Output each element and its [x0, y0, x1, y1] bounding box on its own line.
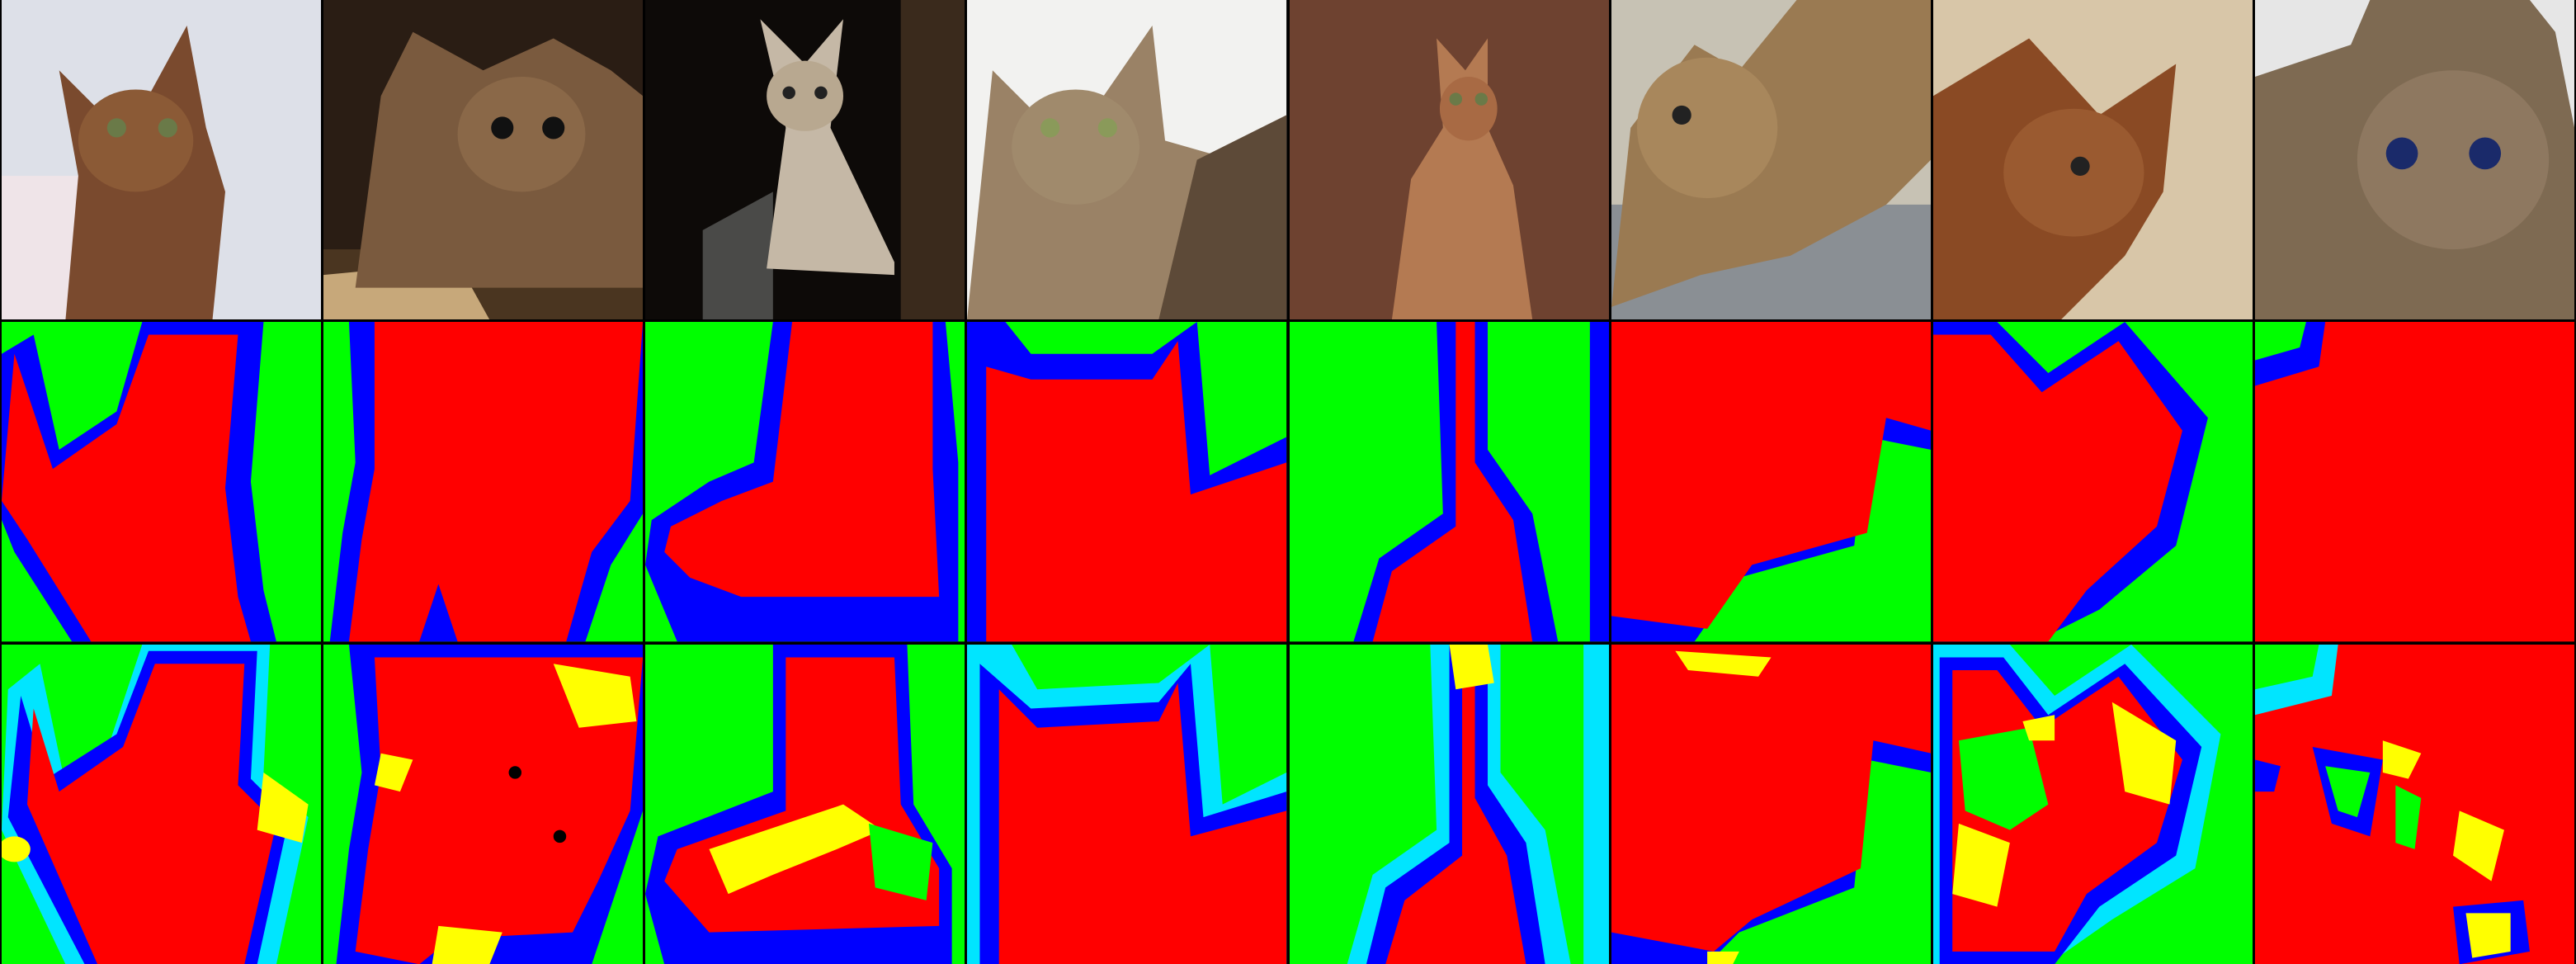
gt-mask-8 [2254, 322, 2574, 642]
photo-1 [2, 0, 322, 320]
gt-mask-1 [2, 322, 322, 642]
pred-mask-7 [1932, 644, 2253, 964]
gt-mask-6 [1611, 322, 1931, 642]
gt-mask-7 [1932, 322, 2253, 642]
pred-mask-5 [1289, 644, 1609, 964]
gt-mask-3 [645, 322, 965, 642]
photo-8 [2254, 0, 2574, 320]
pred-mask-3 [645, 644, 965, 964]
pred-mask-8 [2254, 644, 2574, 964]
photo-4 [967, 0, 1287, 320]
photo-5 [1289, 0, 1609, 320]
pred-mask-1 [2, 644, 322, 964]
gt-mask-4 [967, 322, 1287, 642]
photo-7 [1932, 0, 2253, 320]
gt-mask-5 [1289, 322, 1609, 642]
gt-mask-2 [323, 322, 644, 642]
photo-2 [323, 0, 644, 320]
pred-mask-6 [1611, 644, 1931, 964]
photo-6 [1611, 0, 1931, 320]
pred-mask-4 [967, 644, 1287, 964]
photo-3 [645, 0, 965, 320]
pred-mask-2 [323, 644, 644, 964]
